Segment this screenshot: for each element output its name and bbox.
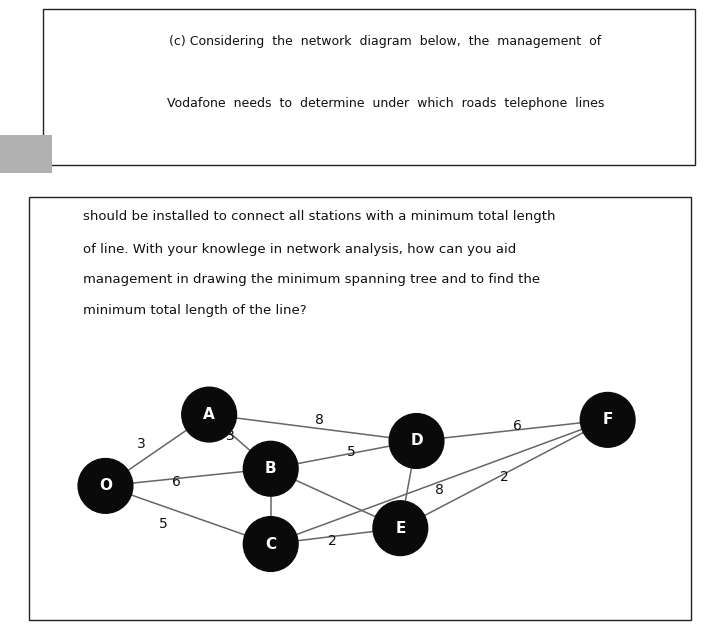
Text: management in drawing the minimum spanning tree and to find the: management in drawing the minimum spanni… xyxy=(83,273,540,286)
Ellipse shape xyxy=(389,414,444,469)
Text: B: B xyxy=(265,461,276,476)
Ellipse shape xyxy=(373,501,428,555)
Text: 2: 2 xyxy=(328,534,337,548)
Text: of line. With your knowlege in network analysis, how can you aid: of line. With your knowlege in network a… xyxy=(83,243,516,256)
Text: 8: 8 xyxy=(435,483,444,497)
Ellipse shape xyxy=(78,459,133,514)
Text: 8: 8 xyxy=(315,413,324,427)
Ellipse shape xyxy=(243,517,298,572)
Ellipse shape xyxy=(580,392,635,447)
Ellipse shape xyxy=(243,441,298,496)
Text: 5: 5 xyxy=(347,444,356,459)
Text: 6: 6 xyxy=(513,419,521,432)
Text: minimum total length of the line?: minimum total length of the line? xyxy=(83,303,307,316)
Text: should be installed to connect all stations with a minimum total length: should be installed to connect all stati… xyxy=(83,210,555,223)
Ellipse shape xyxy=(181,388,236,442)
Text: E: E xyxy=(395,520,405,535)
FancyBboxPatch shape xyxy=(29,197,691,620)
Text: D: D xyxy=(410,434,423,449)
Text: C: C xyxy=(265,537,276,552)
FancyBboxPatch shape xyxy=(43,9,695,165)
Text: O: O xyxy=(99,479,112,494)
Text: 3: 3 xyxy=(137,437,145,451)
Text: 5: 5 xyxy=(159,517,168,531)
Text: 2: 2 xyxy=(500,470,508,484)
Text: F: F xyxy=(603,412,613,427)
Text: A: A xyxy=(203,407,215,422)
Text: 6: 6 xyxy=(172,475,181,489)
Text: (c) Considering  the  network  diagram  below,  the  management  of: (c) Considering the network diagram belo… xyxy=(169,35,601,47)
Text: Vodafone  needs  to  determine  under  which  roads  telephone  lines: Vodafone needs to determine under which … xyxy=(166,97,604,110)
FancyBboxPatch shape xyxy=(0,135,52,173)
Text: 3: 3 xyxy=(226,429,235,442)
